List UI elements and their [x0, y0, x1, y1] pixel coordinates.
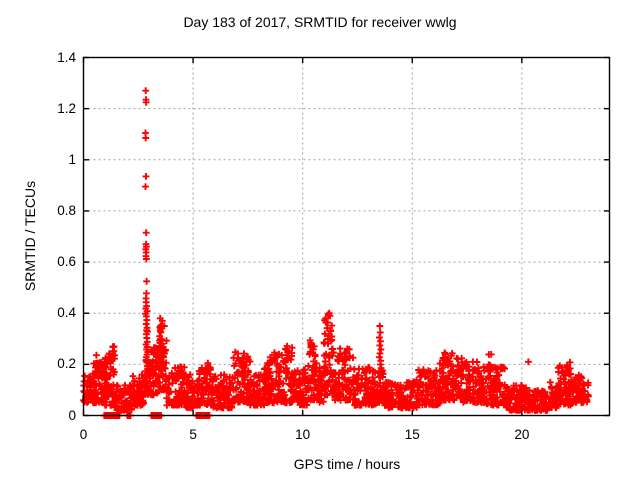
y-tick-label: 1.4 — [57, 49, 76, 65]
y-tick-label: 1 — [68, 151, 76, 167]
scatter-points — [79, 86, 593, 420]
y-tick-label: 0.2 — [57, 356, 76, 372]
y-tick-label: 0.8 — [57, 202, 76, 218]
y-tick-label: 0.6 — [57, 254, 76, 270]
x-tick-label: 15 — [404, 426, 420, 442]
x-tick-label: 20 — [514, 426, 530, 442]
axis-ticks — [82, 56, 610, 417]
y-tick-label: 0.4 — [57, 305, 76, 321]
x-tick-label: 0 — [79, 426, 88, 442]
chart-title: Day 183 of 2017, SRMTID for receiver wwl… — [183, 14, 457, 30]
y-tick-label: 0 — [68, 407, 76, 423]
y-tick-label: 1.2 — [57, 100, 76, 116]
x-tick-label: 5 — [189, 426, 197, 442]
x-tick-label: 10 — [295, 426, 311, 442]
plot-frame — [82, 56, 611, 417]
x-axis-title: GPS time / hours — [293, 456, 401, 472]
